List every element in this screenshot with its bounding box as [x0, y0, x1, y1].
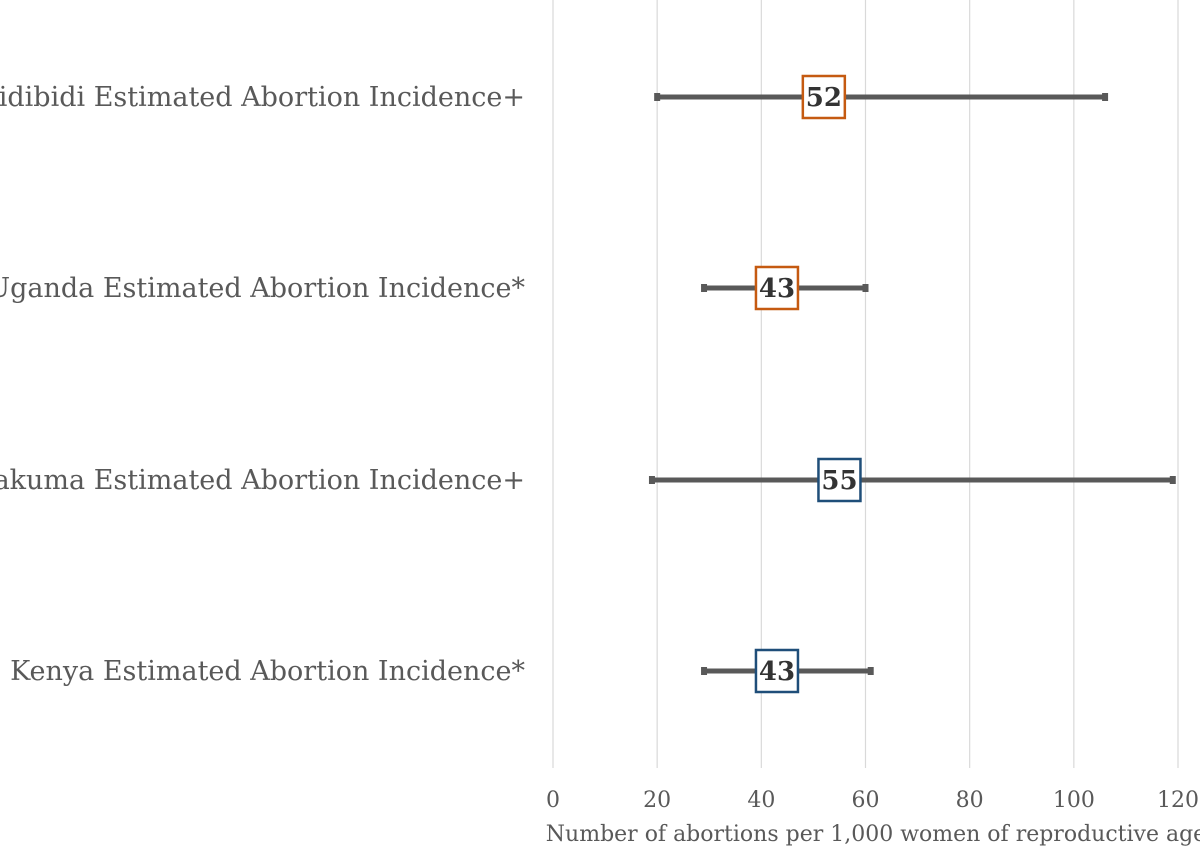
point-value-label: 43 — [759, 274, 795, 304]
error-bars: 52 43 55 43 — [648, 74, 1176, 694]
x-tick-label: 60 — [852, 788, 880, 813]
point-value-label: 52 — [806, 83, 842, 113]
error-bar-cap-lower — [648, 476, 655, 484]
x-tick-label: 0 — [546, 788, 560, 813]
error-bar-cap-upper — [1169, 476, 1176, 484]
error-bar-cap-lower — [654, 93, 661, 101]
gridlines — [552, 0, 1179, 768]
error-bar-group: 52 — [654, 74, 1109, 120]
category-label: Kakuma Estimated Abortion Incidence+ — [0, 465, 525, 496]
x-tick-label: 40 — [747, 788, 775, 813]
error-bar-cap-lower — [701, 667, 708, 675]
category-labels: Bidibidi Estimated Abortion Incidence+ Ug… — [0, 82, 525, 687]
x-axis-ticks: 0 20 40 60 80 100 120 — [546, 788, 1199, 813]
point-marker — [801, 74, 847, 120]
error-bar-cap-lower — [701, 284, 708, 292]
point-marker — [754, 648, 800, 694]
point-marker — [754, 265, 800, 311]
error-bar-group: 43 — [701, 265, 869, 311]
error-bar-cap-upper — [1102, 93, 1109, 101]
error-bar-cap-upper — [867, 667, 874, 675]
category-label: Bidibidi Estimated Abortion Incidence+ — [0, 82, 525, 113]
x-tick-label: 20 — [643, 788, 671, 813]
x-tick-label: 80 — [956, 788, 984, 813]
point-value-label: 43 — [759, 657, 795, 687]
error-bar-cap-upper — [862, 284, 869, 292]
x-axis-title: Number of abortions per 1,000 women of r… — [546, 822, 1200, 847]
category-label: Uganda Estimated Abortion Incidence* — [0, 273, 525, 304]
x-tick-label: 100 — [1053, 788, 1095, 813]
point-marker — [817, 457, 862, 503]
error-bar-group: 43 — [701, 648, 874, 694]
point-value-label: 55 — [821, 466, 857, 496]
error-bar-group: 55 — [648, 457, 1176, 503]
x-tick-label: 120 — [1157, 788, 1199, 813]
category-label: Kenya Estimated Abortion Incidence* — [10, 656, 525, 687]
